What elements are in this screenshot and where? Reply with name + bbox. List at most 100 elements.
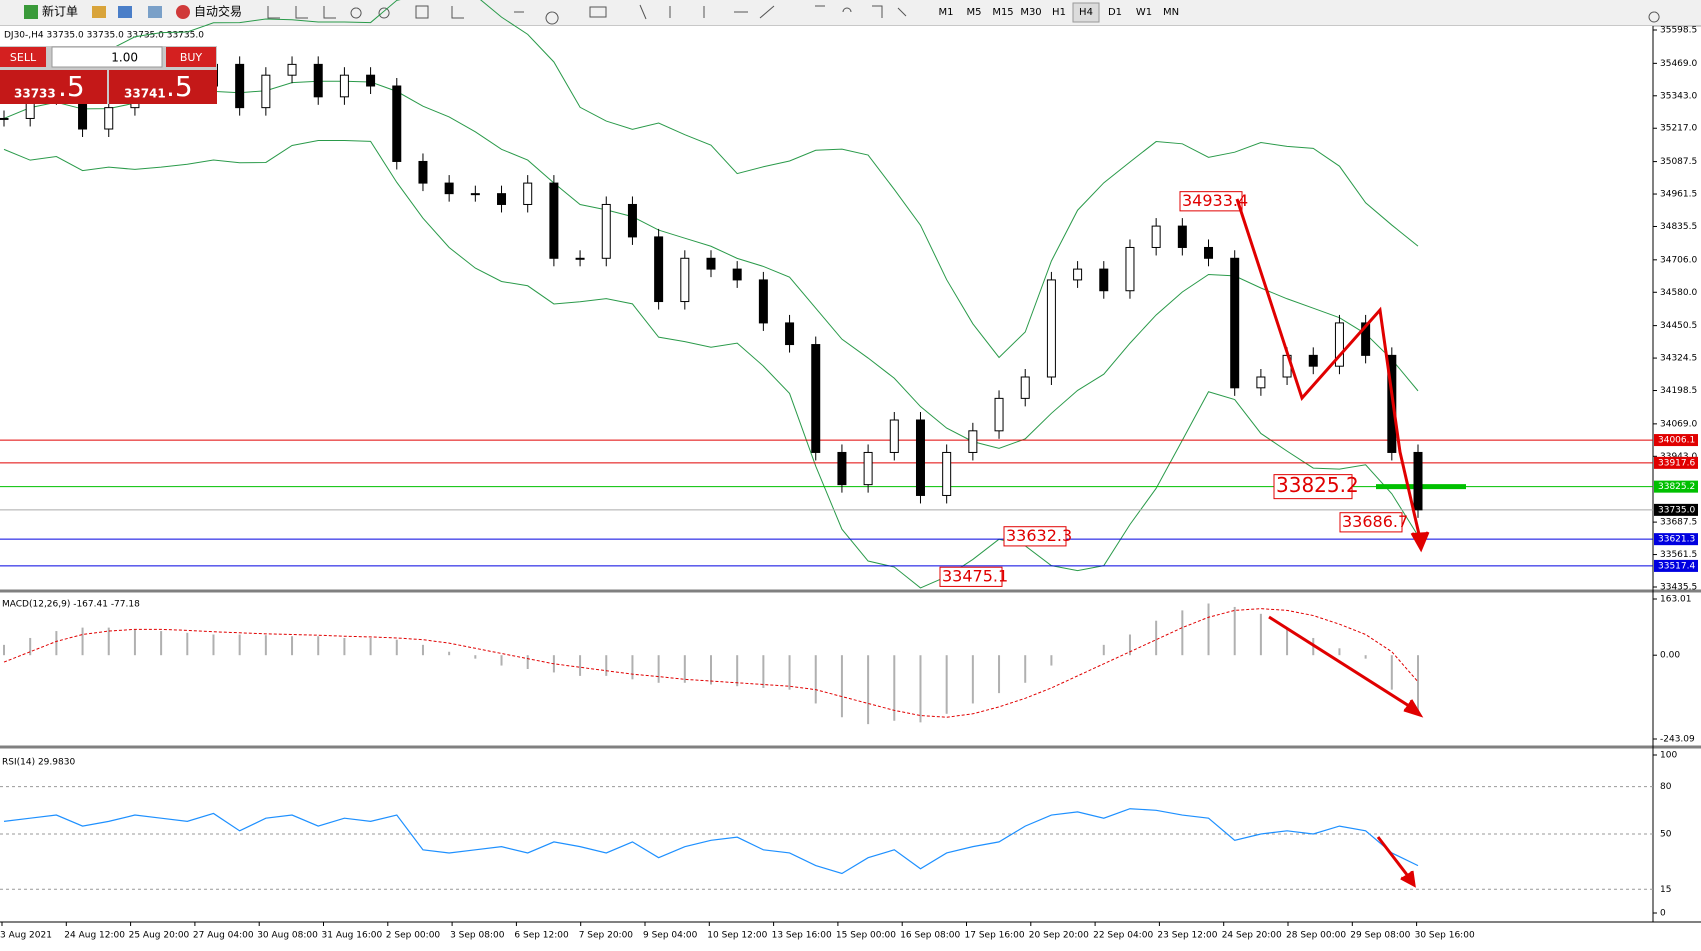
timeframe[interactable]: M30 (1020, 7, 1041, 18)
x-tick-label: 10 Sep 12:00 (707, 931, 767, 941)
x-tick-label: 3 Sep 08:00 (450, 931, 505, 941)
candle (470, 193, 480, 196)
y-tick-label: 35087.5 (1660, 157, 1697, 167)
y-tick-label: 34069.0 (1660, 419, 1697, 429)
ask-box[interactable] (109, 70, 217, 104)
macd-arrow (1268, 615, 1418, 713)
candle (261, 74, 271, 109)
x-tick-label: 20 Sep 20:00 (1029, 931, 1089, 941)
y-tick-label: 80 (1660, 782, 1672, 792)
y-tick-label: 163.01 (1660, 595, 1692, 605)
level-label: 33917.6 (1658, 458, 1695, 468)
buy-button[interactable] (166, 47, 216, 67)
sell-button[interactable] (0, 47, 46, 67)
candle (1099, 268, 1109, 292)
rsi-line (3, 808, 1419, 875)
candle (575, 257, 585, 260)
y-tick-label: 35598.5 (1660, 26, 1697, 36)
timeframe-active (1072, 2, 1100, 23)
annotation: 33632.3 (1006, 526, 1072, 545)
candle (942, 451, 952, 496)
y-tick-label: 0.00 (1660, 651, 1680, 661)
level-label: 33735.0 (1658, 505, 1695, 515)
x-tick-label: 31 Aug 16:00 (322, 931, 383, 941)
ask-main[interactable]: 33741 (124, 87, 166, 101)
candle (339, 74, 349, 98)
y-tick-label: 100 (1660, 751, 1677, 761)
sell-label[interactable]: SELL (10, 51, 37, 64)
main-panel (0, 26, 1653, 590)
timeframe[interactable]: H4 (1079, 7, 1093, 18)
level-label: 34006.1 (1658, 436, 1695, 446)
level-label: 33825.2 (1658, 482, 1695, 492)
candle (785, 322, 795, 346)
y-tick-label: -243.09 (1660, 735, 1695, 745)
bollinger-band (3, 0, 1419, 359)
candle (915, 419, 925, 496)
arrow-head (1410, 531, 1430, 553)
candle (1204, 246, 1214, 259)
x-tick-label: 2 Sep 00:00 (386, 931, 441, 941)
candle (1073, 268, 1083, 281)
x-tick-label: 13 Sep 16:00 (772, 931, 832, 941)
annotation-box (1179, 191, 1243, 212)
timeframe[interactable]: MN (1163, 7, 1179, 18)
candle (680, 257, 690, 303)
buy-label[interactable]: BUY (180, 51, 203, 64)
timeframe[interactable]: M1 (939, 7, 954, 18)
x-tick-label: 24 Aug 12:00 (64, 931, 125, 941)
candle (1020, 376, 1030, 399)
trade-panel: SELL 1.00 BUY 33733 .5 33741 .5 (0, 46, 217, 104)
bid-box[interactable] (0, 70, 107, 104)
auto-trading-icon[interactable] (176, 5, 190, 19)
auto-trading[interactable]: 自动交易 (194, 4, 242, 19)
timeframe[interactable]: W1 (1136, 7, 1152, 18)
timeframe[interactable]: M15 (992, 7, 1013, 18)
x-tick-label: 24 Sep 20:00 (1222, 931, 1282, 941)
candle (549, 182, 559, 259)
bid-main[interactable]: 33733 (14, 87, 56, 101)
candle (889, 419, 899, 453)
new-order[interactable]: 新订单 (42, 4, 78, 19)
tool-icon[interactable] (148, 6, 162, 18)
level-label-bg (1654, 503, 1698, 516)
candle (758, 279, 768, 324)
x-tick-label: 3 Aug 2021 (0, 931, 52, 941)
new-order-icon[interactable] (24, 5, 38, 19)
annotation: 33825.2 (1276, 473, 1359, 497)
bid-tail[interactable]: .5 (58, 70, 85, 103)
timeframe[interactable]: H1 (1052, 7, 1066, 18)
x-tick-label: 28 Sep 00:00 (1286, 931, 1346, 941)
annotation-box (939, 566, 1003, 587)
y-tick-label: 15 (1660, 885, 1671, 895)
x-tick-label: 7 Sep 20:00 (579, 931, 634, 941)
candle (1256, 376, 1266, 389)
chart-header: DJ30-,H4 33735.0 33735.0 33735.0 33735.0 (4, 31, 204, 41)
annotation: 33686.7 (1342, 512, 1408, 531)
candle (863, 451, 873, 486)
timeframe[interactable]: M5 (967, 7, 982, 18)
x-tick-label: 30 Sep 16:00 (1415, 931, 1475, 941)
candle (313, 63, 323, 98)
trend-arrows (1235, 198, 1430, 888)
candle (1046, 279, 1056, 378)
y-tick-label: 34580.0 (1660, 288, 1697, 298)
tool-icon[interactable] (118, 6, 132, 18)
level-label-bg (1654, 456, 1698, 469)
lot-value[interactable]: 1.00 (111, 51, 138, 65)
ask-tail[interactable]: .5 (166, 70, 193, 103)
x-tick-label: 29 Sep 08:00 (1350, 931, 1410, 941)
timeframe[interactable]: D1 (1108, 7, 1122, 18)
candle (497, 193, 507, 205)
y-tick-label: 35469.0 (1660, 59, 1697, 69)
tool-icon[interactable] (92, 6, 106, 18)
toolbar (0, 0, 1701, 26)
annotation: 33475.1 (942, 566, 1008, 585)
arrow-head (1403, 699, 1424, 718)
tool-icons (267, 4, 1660, 25)
y-tick-label: 34324.5 (1660, 354, 1697, 364)
y-tick-label: 33561.5 (1660, 550, 1697, 560)
lot-input[interactable] (51, 46, 163, 68)
